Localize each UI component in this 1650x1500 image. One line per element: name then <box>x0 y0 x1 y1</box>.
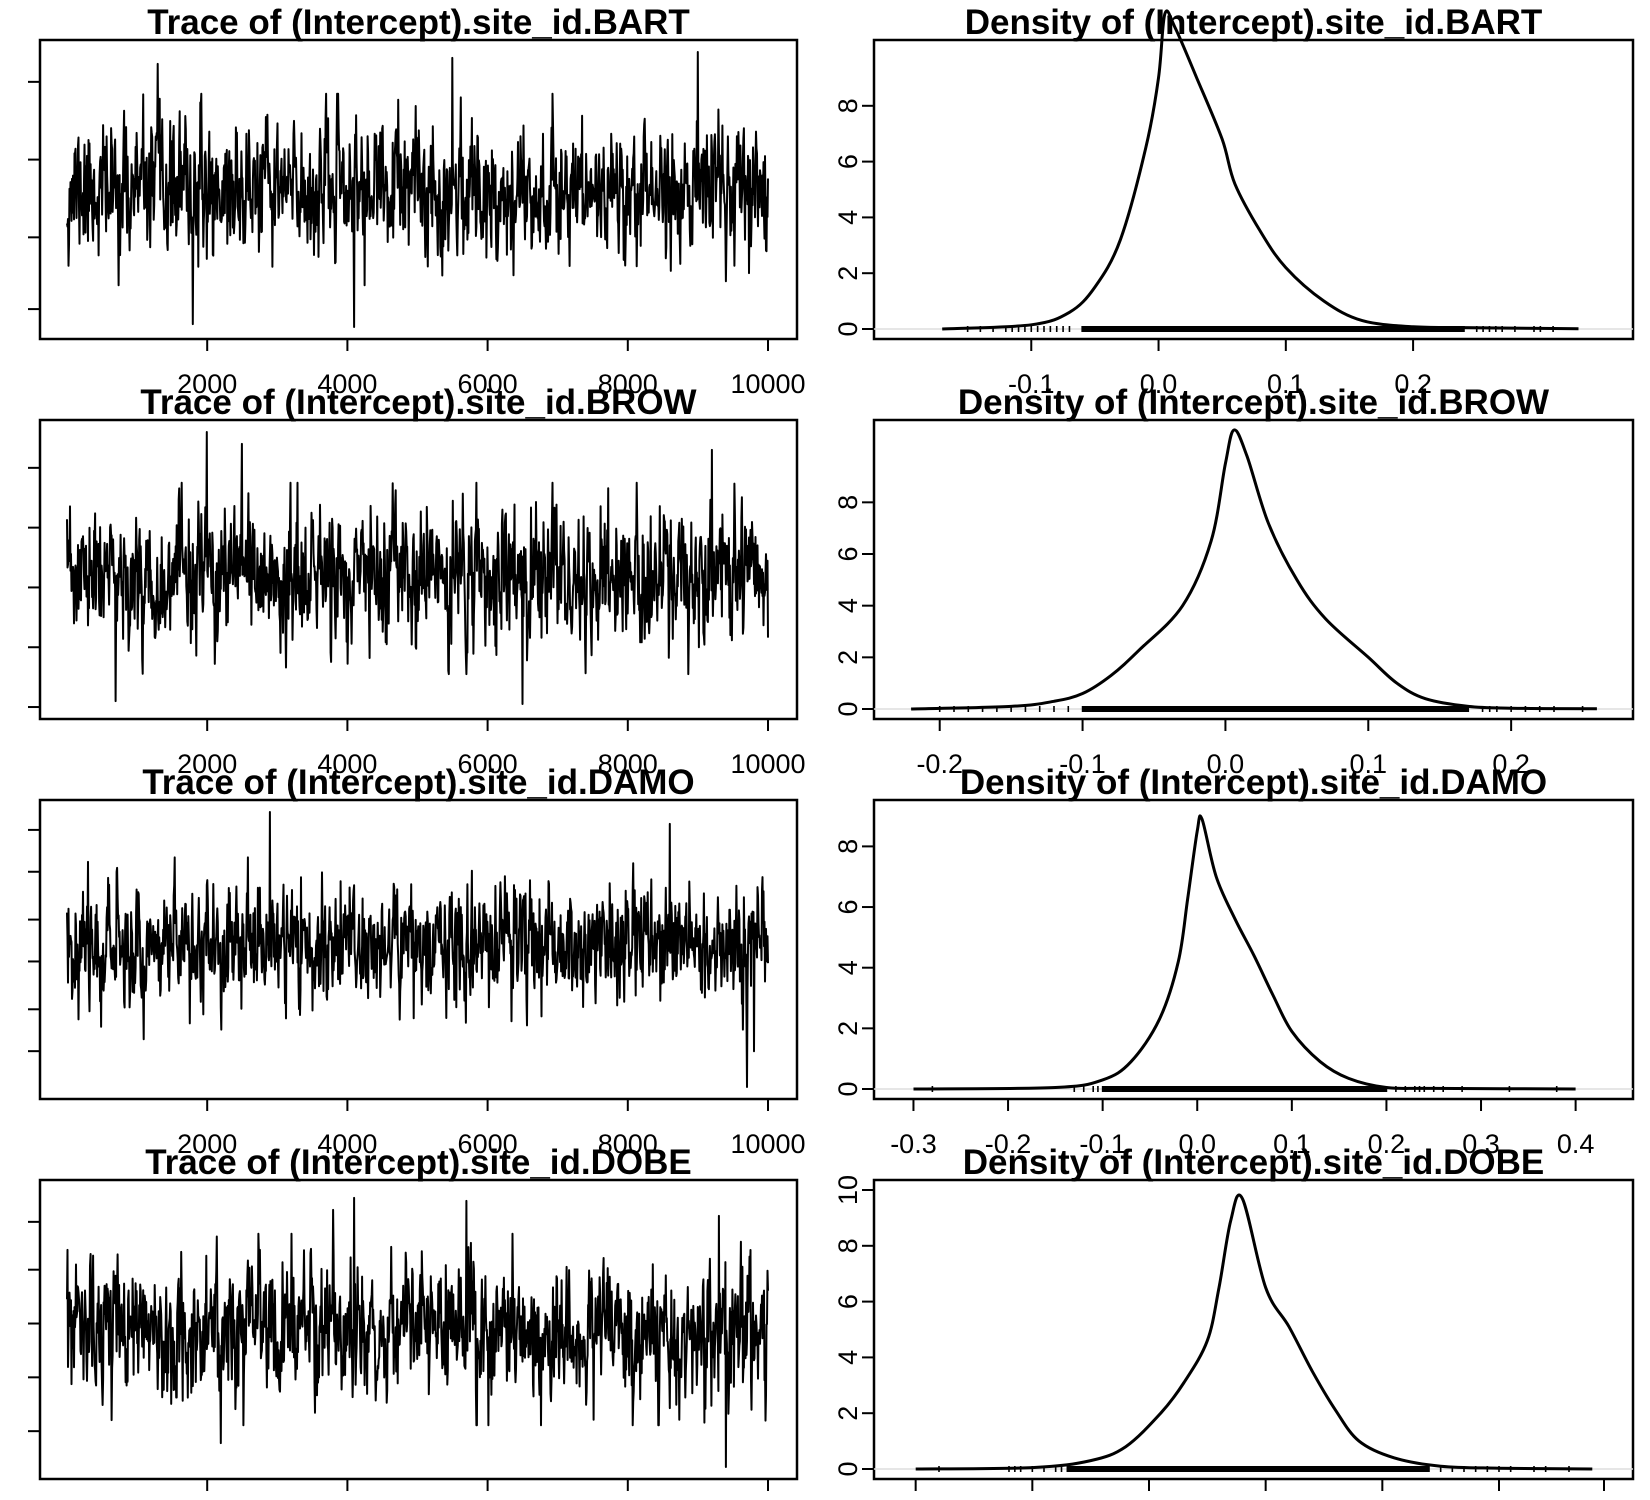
plot-frame <box>38 38 799 341</box>
x-tick-label: 0.2 <box>1394 369 1432 399</box>
x-tick-label: 6000 <box>458 369 518 399</box>
y-tick-label: 2 <box>833 266 863 281</box>
x-tick-label: -0.2 <box>985 1129 1032 1159</box>
panel-title: Trace of (Intercept).site_id.BROW <box>140 383 696 422</box>
x-tick-label: 8000 <box>598 749 658 779</box>
y-tick-label: 8 <box>833 495 863 510</box>
y-tick-label: 4 <box>833 960 863 975</box>
x-tick-label: 2000 <box>177 1129 237 1159</box>
y-tick-label: 8 <box>833 839 863 854</box>
panel-title: Trace of (Intercept).site_id.DOBE <box>145 1143 692 1182</box>
y-tick-label: 4 <box>833 598 863 613</box>
density-panel-dobe: Density of (Intercept).site_id.DOBE 0 2 4 6 8… <box>833 1143 1635 1491</box>
x-tick-label: 0.2 <box>1368 1129 1406 1159</box>
x-tick-label: 0.3 <box>1462 1129 1500 1159</box>
y-tick-label: 10 <box>833 1175 863 1205</box>
y-tick-label: 2 <box>833 1021 863 1036</box>
density-panel-damo: Density of (Intercept).site_id.DAMO -0.3 -… <box>833 763 1635 1159</box>
x-tick-label: 4000 <box>317 1129 377 1159</box>
plot-frame <box>872 1178 1635 1481</box>
x-tick-label: -0.1 <box>1008 369 1055 399</box>
x-tick-label: 0.1 <box>1267 369 1305 399</box>
plot-frame <box>38 798 799 1101</box>
panel-title: Density of (Intercept).site_id.BROW <box>958 383 1549 422</box>
panel-title: Trace of (Intercept).site_id.BART <box>147 3 690 42</box>
rug-band <box>1082 706 1469 712</box>
x-tick-label: -0.2 <box>916 749 963 779</box>
trace-panel-dobe: Trace of (Intercept).site_id.DOBE <box>28 1143 799 1491</box>
density-curve <box>915 1193 1593 1471</box>
trace-line <box>66 1196 769 1468</box>
y-tick-label: 0 <box>833 1461 863 1476</box>
y-tick-label: 4 <box>833 1350 863 1365</box>
panel-title: Density of (Intercept).site_id.DAMO <box>960 763 1547 802</box>
y-tick-label: 2 <box>833 1406 863 1421</box>
x-tick-label: 4000 <box>317 749 377 779</box>
y-tick-label: 8 <box>833 1238 863 1253</box>
x-tick-label: 10000 <box>730 369 805 399</box>
x-tick-label: 0.1 <box>1350 749 1388 779</box>
plot-frame <box>38 418 799 721</box>
x-tick-label: 8000 <box>598 1129 658 1159</box>
y-tick-label: 6 <box>833 546 863 561</box>
plot-frame <box>872 38 1635 341</box>
trace-panel-damo: Trace of (Intercept).site_id.DAMO 2000 400… <box>28 763 806 1159</box>
density-curve <box>913 814 1576 1091</box>
y-tick-label: 4 <box>833 210 863 225</box>
y-tick-label: 6 <box>833 154 863 169</box>
x-tick-label: 10000 <box>730 749 805 779</box>
x-tick-label: 8000 <box>598 369 658 399</box>
x-tick-label: -0.1 <box>1079 1129 1126 1159</box>
x-tick-label: 0.2 <box>1492 749 1530 779</box>
x-tick-label: 6000 <box>458 749 518 779</box>
panel-title: Trace of (Intercept).site_id.DAMO <box>142 763 694 802</box>
rug-band <box>1102 1086 1387 1092</box>
plot-frame <box>872 418 1635 721</box>
plot-frame <box>872 798 1635 1101</box>
x-tick-label: 0.1 <box>1273 1129 1311 1159</box>
panel-title: Density of (Intercept).site_id.DOBE <box>963 1143 1544 1182</box>
trace-panel-bart: Trace of (Intercept).site_id.BART 2000 400… <box>28 3 806 399</box>
x-tick-label: 0.0 <box>1140 369 1178 399</box>
y-tick-label: 0 <box>833 1081 863 1096</box>
rug-band <box>1082 326 1464 332</box>
rug-marks <box>931 1086 1558 1092</box>
x-tick-label: -0.1 <box>1059 749 1106 779</box>
y-tick-label: 0 <box>833 701 863 716</box>
rug-band <box>1067 1466 1429 1472</box>
trace-panel-brow: Trace of (Intercept).site_id.BROW 2000 400… <box>28 383 806 779</box>
x-tick-label: 0.4 <box>1557 1129 1595 1159</box>
y-tick-label: 2 <box>833 650 863 665</box>
x-tick-label: 0.0 <box>1178 1129 1216 1159</box>
y-tick-label: 6 <box>833 1294 863 1309</box>
trace-line <box>66 51 769 328</box>
x-tick-label: 2000 <box>177 749 237 779</box>
y-tick-label: 8 <box>833 98 863 113</box>
y-tick-label: 6 <box>833 900 863 915</box>
panel-title: Density of (Intercept).site_id.BART <box>965 3 1543 42</box>
x-tick-label: 10000 <box>730 1129 805 1159</box>
density-panel-bart: Density of (Intercept).site_id.BART -0.1 0… <box>833 3 1635 399</box>
x-tick-label: 2000 <box>177 369 237 399</box>
y-tick-label: 0 <box>833 321 863 336</box>
x-tick-label: 4000 <box>317 369 377 399</box>
x-tick-label: 6000 <box>458 1129 518 1159</box>
trace-line <box>66 431 769 705</box>
density-curve <box>942 9 1579 331</box>
trace-line <box>66 811 769 1088</box>
x-tick-label: -0.3 <box>890 1129 937 1159</box>
density-curve <box>911 428 1597 711</box>
plot-frame <box>38 1178 799 1481</box>
density-panel-brow: Density of (Intercept).site_id.BROW -0.2 -… <box>833 383 1635 779</box>
x-tick-label: 0.0 <box>1207 749 1245 779</box>
